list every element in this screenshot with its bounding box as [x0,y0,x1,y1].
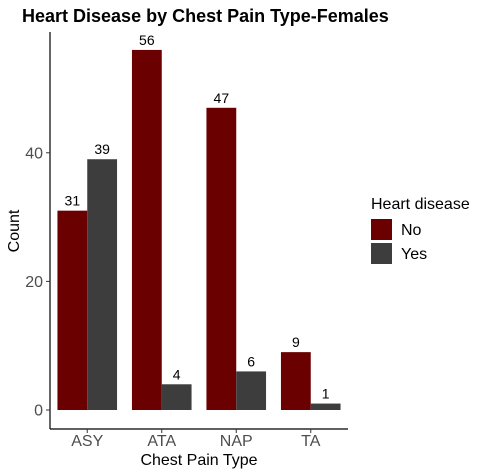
bar-ta-no [280,352,311,410]
bar-ata-yes [161,384,192,410]
bar-nap-yes [236,371,267,410]
x-tick-label-nap: NAP [220,433,253,450]
data-label-ta-yes: 1 [322,386,330,402]
bar-asy-no [57,210,88,410]
x-tick-label-asy: ASY [71,433,103,450]
y-axis-title: Count [6,209,23,252]
legend-key-no [371,219,392,240]
bars-group [57,49,341,411]
data-label-nap-yes: 6 [247,353,255,369]
data-label-ata-no: 56 [139,32,155,48]
bar-ta-yes [310,403,341,410]
legend-title: Heart disease [371,196,470,213]
x-tick-label-ata: ATA [147,433,176,450]
data-labels-group: 31 39 56 4 47 6 9 1 [65,32,330,402]
legend: Heart disease No Yes [371,196,470,264]
y-tick-label-40: 40 [25,145,43,162]
y-ticks-group: 0 20 40 [25,145,50,420]
legend-key-yes [371,243,392,264]
x-axis-title: Chest Pain Type [140,452,257,469]
data-label-asy-no: 31 [65,193,81,209]
x-tick-label-ta: TA [301,433,321,450]
y-tick-label-20: 20 [25,274,43,291]
data-label-nap-no: 47 [214,90,230,106]
data-label-asy-yes: 39 [94,141,110,157]
bar-ata-no [131,49,162,411]
data-label-ata-yes: 4 [173,366,181,382]
data-label-ta-no: 9 [292,334,300,350]
legend-label-yes: Yes [401,246,427,263]
bar-asy-yes [87,159,118,410]
x-ticks-group: ASY ATA NAP TA [71,429,321,450]
legend-label-no: No [401,222,422,239]
chart-title: Heart Disease by Chest Pain Type-Females [22,6,389,26]
y-tick-label-0: 0 [34,403,43,420]
bar-nap-no [206,107,237,410]
